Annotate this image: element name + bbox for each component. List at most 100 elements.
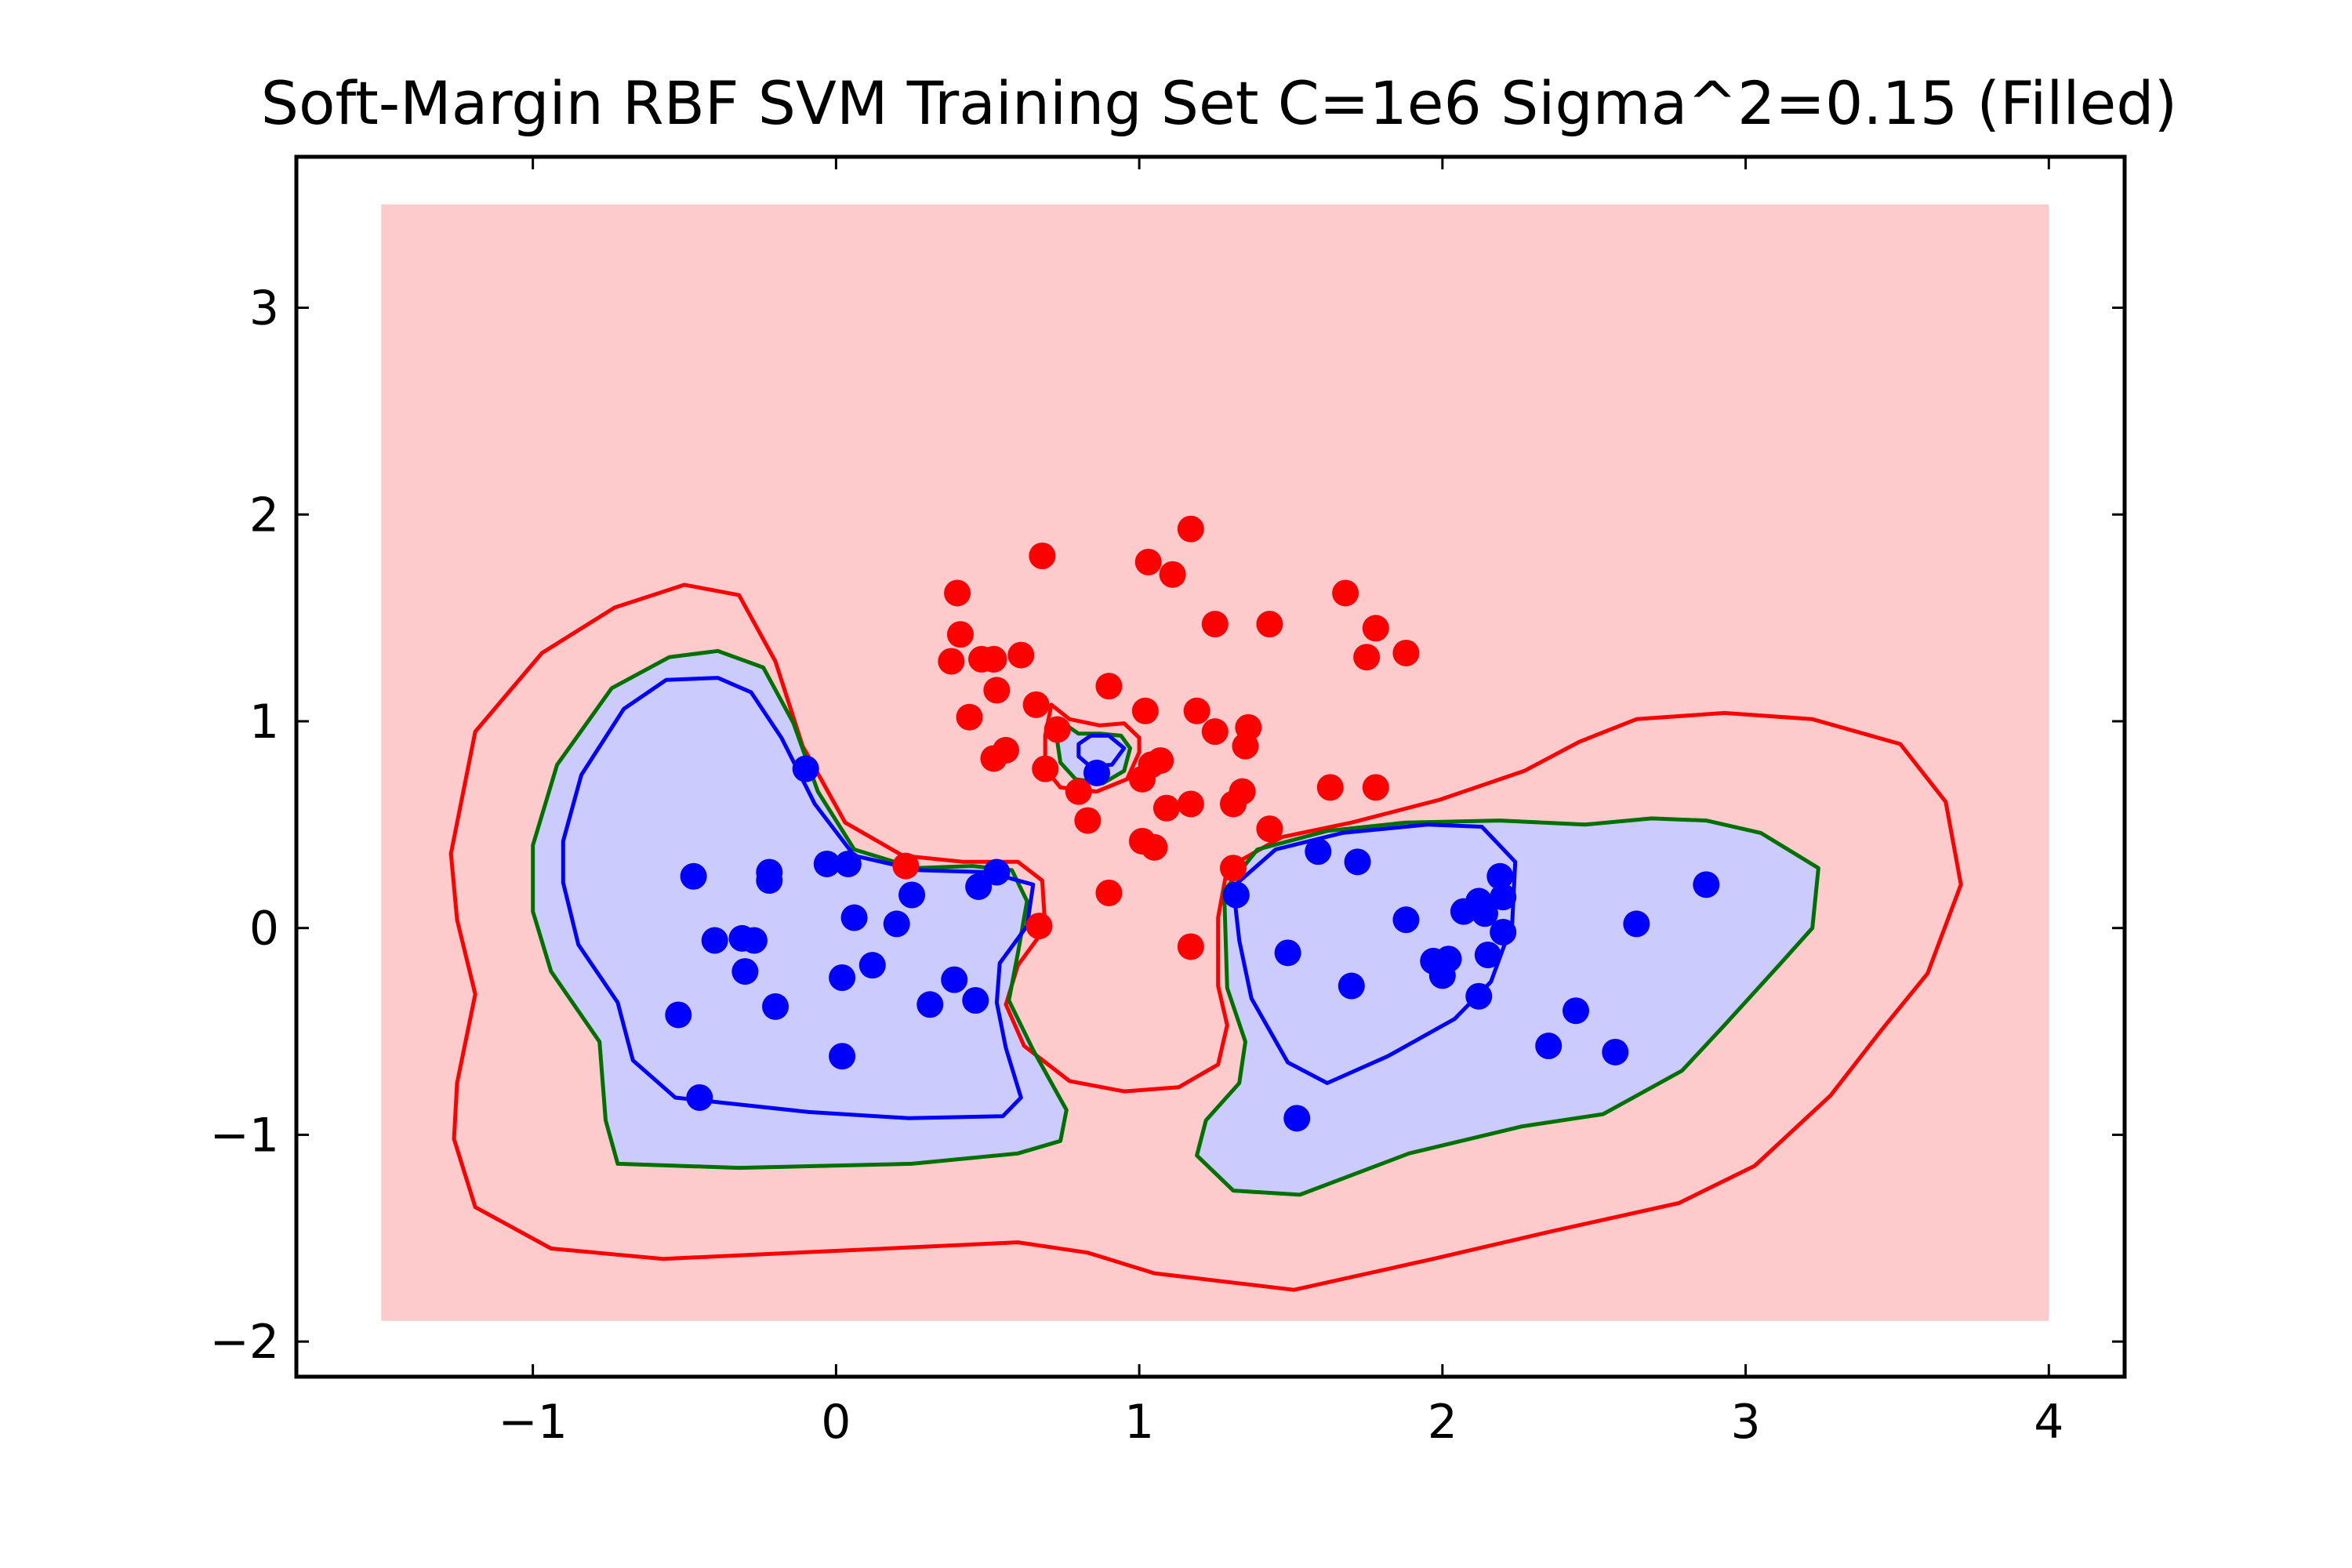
blue-point [1465,982,1493,1010]
red-point [1134,548,1162,575]
blue-point [1305,838,1332,866]
blue-point [1428,962,1456,989]
positive-region-1 [532,651,1067,1168]
red-point [1232,732,1259,760]
blue-point [1602,1038,1629,1065]
y-tick-label: 0 [249,902,279,956]
blue-point [840,904,868,931]
red-point [944,579,971,607]
red-point [1044,716,1071,743]
blue-point [1274,939,1301,967]
red-point [1131,697,1159,724]
blue-point [1450,898,1477,925]
blue-point [858,952,886,979]
red-point [1362,774,1389,801]
blue-point [1623,910,1650,938]
red-point [1095,879,1123,906]
chart-title: Soft-Margin RBF SVM Training Set C=1e6 S… [261,68,2177,138]
red-point [1183,697,1210,724]
blue-point [792,755,819,782]
blue-point [740,927,768,954]
blue-point [941,966,968,993]
plot-area [381,204,2049,1321]
blue-point [965,873,993,900]
blue-point [1392,906,1420,934]
red-point [1256,611,1283,638]
red-point [1392,639,1420,666]
blue-point [829,1043,856,1070]
red-point [1141,833,1168,861]
red-point [1353,644,1381,671]
red-point [1201,611,1229,638]
decision-boundary-contour-0 [1055,721,1132,786]
blue-point [1490,918,1517,946]
red-point [1032,755,1059,782]
blue-point [680,862,707,890]
red-point [1074,807,1102,834]
red-point [1025,913,1053,940]
red-point [1147,747,1174,775]
positive-region-2 [1196,818,1819,1195]
blue-point [962,987,989,1014]
blue-point [916,991,944,1018]
blue-point [762,993,789,1020]
red-point [1065,778,1092,805]
blue-point [756,867,783,895]
red-point [1362,615,1389,642]
x-tick-label: 2 [1428,1395,1457,1450]
blue-point [1474,941,1501,968]
blue-point [834,850,862,877]
y-tick-label: −1 [210,1108,279,1163]
blue-point [883,910,910,938]
red-point [1007,641,1035,669]
red-point [1177,933,1204,960]
red-point [956,703,983,731]
margin-inner-contour-0 [1076,733,1127,769]
y-tick-label: 3 [249,281,279,336]
red-point [983,677,1011,704]
blue-point [731,958,759,985]
red-point [992,736,1019,764]
margin-inner-contour-2 [1231,822,1518,1085]
x-tick-label: 1 [1124,1395,1154,1450]
blue-point [1222,881,1250,909]
x-tick-label: 0 [821,1395,851,1450]
x-tick-label: 3 [1730,1395,1760,1450]
decision-boundary-contour-1 [531,648,1069,1171]
red-point [1201,718,1229,746]
red-point [892,852,920,880]
red-point [1022,691,1050,718]
y-tick-label: 1 [249,695,279,750]
blue-point [686,1083,713,1111]
red-point [1220,790,1247,818]
x-axis-ticks: −1 0 1 2 3 4 [498,157,2063,1450]
y-tick-label: −2 [210,1315,279,1370]
blue-point [1535,1033,1563,1060]
red-point [1220,855,1247,882]
blue-point [701,927,728,954]
blue-point [1486,862,1514,890]
blue-point [829,964,856,992]
margin-inner-contour-1 [561,676,1036,1120]
data-points [665,515,1720,1132]
red-point [1177,790,1204,818]
red-point [1152,794,1180,822]
red-point [938,648,965,675]
blue-point [1338,972,1365,1000]
red-point [1159,561,1186,588]
blue-point [665,1001,692,1029]
red-point [1095,673,1123,700]
red-point [1177,515,1204,543]
blue-point [1283,1105,1311,1132]
y-tick-label: 2 [249,488,279,543]
x-tick-label: −1 [498,1395,567,1450]
blue-point [813,850,840,877]
blue-point [983,858,1011,886]
red-point [946,621,974,648]
filled-regions [532,651,1819,1195]
red-point [1332,579,1359,607]
red-point [980,645,1007,673]
blue-point [898,881,926,909]
blue-point [1563,997,1590,1025]
